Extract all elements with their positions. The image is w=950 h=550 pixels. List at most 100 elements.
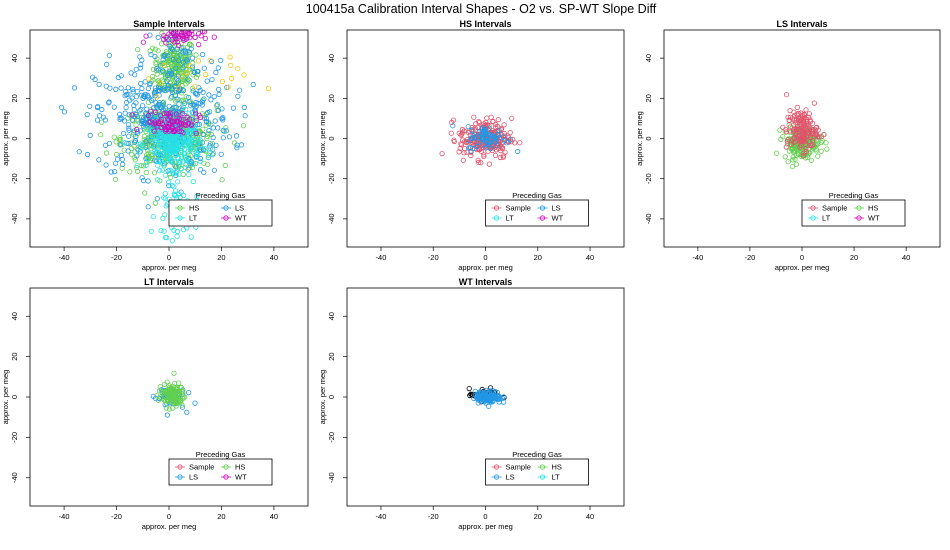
point-series4 (184, 70, 190, 76)
point-lt (188, 144, 194, 150)
point-ls (158, 104, 164, 110)
point-ls (103, 162, 109, 168)
y-tick-label: -40 (327, 213, 336, 224)
point-sample (456, 130, 462, 136)
point-lt (173, 152, 179, 159)
point-lt (148, 127, 154, 134)
point-hs (149, 143, 155, 149)
point-wt (211, 34, 217, 40)
point-wt (145, 112, 151, 118)
point-sample (810, 137, 816, 143)
point-ls (155, 34, 161, 41)
point-lt (179, 136, 185, 142)
point-wt (151, 128, 157, 134)
point-sample (794, 104, 800, 111)
point-lt (179, 159, 186, 165)
point-ls (180, 59, 186, 65)
legend: Preceding Gas Sample LS LT WT (485, 191, 589, 227)
point-lt (183, 106, 189, 113)
point-lt (137, 149, 143, 155)
point-sample (798, 121, 805, 128)
x-tick-label: 20 (850, 253, 858, 262)
point-hs (167, 384, 173, 391)
point-sample (788, 141, 794, 147)
point-ls (114, 156, 121, 162)
point-hs (112, 176, 119, 182)
legend-entry: LS (235, 204, 244, 213)
point-ls (96, 81, 102, 88)
y-axis-label: approx. per meg (318, 370, 327, 425)
point-ls (476, 389, 482, 396)
point-lt (169, 157, 175, 163)
point-wt (129, 112, 135, 118)
point-ls (119, 156, 125, 162)
point-ls (137, 65, 143, 71)
point-hs (103, 150, 110, 156)
point-series4 (219, 78, 225, 85)
x-axis-label: approx. per meg (142, 522, 197, 531)
point-sample (783, 92, 790, 98)
point-ls (489, 387, 495, 393)
point-lt (159, 167, 165, 173)
point-ls (138, 62, 144, 68)
x-tick-label: 40 (586, 512, 594, 521)
point-lt (202, 146, 208, 152)
point-sample (803, 107, 809, 113)
x-tick-label: -40 (692, 253, 703, 262)
y-tick-label: 40 (10, 312, 19, 320)
point-wt (134, 126, 140, 133)
point-lt (161, 141, 167, 147)
point-ls (487, 145, 494, 151)
point-hs (175, 398, 181, 404)
point-series4 (178, 73, 185, 79)
y-tick-label: -40 (10, 213, 19, 224)
point-ls (141, 120, 147, 127)
point-lt (197, 137, 203, 143)
point-hs (128, 140, 134, 146)
point-lt (159, 153, 165, 159)
point-ls (192, 69, 198, 76)
point-sample (458, 142, 465, 148)
point-lt (148, 146, 154, 152)
point-lt (145, 126, 151, 132)
plot-points (150, 370, 198, 418)
point-sample (815, 127, 821, 133)
point-ls (201, 96, 207, 102)
point-hs (180, 171, 186, 178)
point-ls (224, 84, 230, 90)
point-wt (182, 122, 188, 128)
point-ls (223, 128, 229, 134)
point-hs (808, 157, 815, 163)
point-ls (117, 116, 123, 123)
point-wt (179, 32, 185, 38)
point-series4 (157, 80, 163, 86)
point-wt (161, 111, 167, 117)
point-ls (147, 112, 154, 118)
point-sample (492, 152, 499, 158)
point-hs (117, 135, 123, 141)
point-ls (166, 83, 172, 89)
x-tick-label: 40 (902, 253, 910, 262)
legend: Preceding Gas Sample HS LS WT (168, 450, 273, 486)
point-ls (152, 53, 158, 60)
x-tick-label: -20 (111, 512, 122, 521)
point-ls (173, 65, 179, 71)
legend-marker (177, 474, 183, 480)
plot-points (439, 114, 523, 167)
point-lt (159, 144, 166, 150)
legend-entry: LT (822, 214, 831, 223)
point-ls (230, 105, 236, 111)
legend-marker (856, 215, 862, 221)
point-sample (448, 130, 454, 136)
point-lt (163, 136, 169, 142)
point-hs (162, 73, 168, 79)
point-hs (193, 74, 200, 80)
point-hs (193, 52, 199, 58)
point-ls (495, 393, 501, 399)
point-ls (211, 94, 217, 100)
point-hs (159, 41, 165, 47)
point-sample (785, 114, 791, 120)
x-tick-label: 0 (167, 512, 171, 521)
point-sample (500, 153, 507, 159)
point-hs (155, 48, 161, 54)
